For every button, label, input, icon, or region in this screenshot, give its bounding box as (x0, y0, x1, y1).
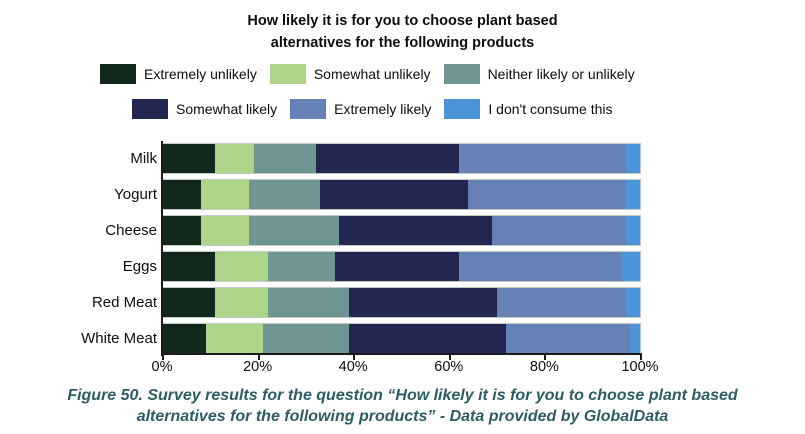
bar-row: Milk (0, 144, 805, 173)
bar-segment-somewhat-unlikely (201, 180, 249, 209)
bar-segment-neither-likely-or-unlikely (248, 180, 321, 209)
bar-track (163, 252, 640, 281)
x-tick-label: 20% (243, 359, 273, 375)
figure-caption-line1: Figure 50. Survey results for the questi… (67, 387, 738, 404)
bar-row: Eggs (0, 252, 805, 281)
bar-segment-i-don-t-consume-this (620, 252, 640, 281)
bar-segment-extremely-likely (468, 180, 626, 209)
bar-chart: Milk Yogurt Cheese Eggs Red Meat White Meat (0, 144, 805, 353)
x-tick-label: 60% (434, 359, 464, 375)
bar-segment-extremely-likely (506, 324, 631, 353)
tick-mark (162, 355, 164, 360)
legend-item-extremely-unlikely: Extremely unlikely (100, 64, 257, 84)
tick-mark (640, 355, 642, 360)
bar-segment-somewhat-likely (334, 252, 459, 281)
bar-segment-i-don-t-consume-this (625, 288, 640, 317)
bar-track (163, 180, 640, 209)
bar-segment-i-don-t-consume-this (630, 324, 640, 353)
legend-label: Neither likely or unlikely (487, 66, 635, 82)
bar-segment-somewhat-likely (320, 180, 469, 209)
bar-row: Cheese (0, 216, 805, 245)
tick-mark (353, 355, 356, 360)
bar-segment-somewhat-unlikely (215, 144, 254, 173)
bar-segment-neither-likely-or-unlikely (263, 324, 350, 353)
category-label: Red Meat (91, 294, 157, 311)
chart-title-line2: alternatives for the following products (270, 35, 535, 52)
bar-segment-somewhat-likely (349, 288, 497, 317)
bar-segment-neither-likely-or-unlikely (253, 144, 316, 173)
legend-item-neither-likely-or-unlikely: Neither likely or unlikely (443, 64, 635, 84)
category-label: Cheese (105, 222, 157, 239)
category-label: Eggs (122, 258, 157, 275)
bar-row: Red Meat (0, 288, 805, 317)
bar-row: Yogurt (0, 180, 805, 209)
legend-item-somewhat-likely: Somewhat likely (132, 99, 277, 119)
y-axis-line (161, 141, 163, 356)
legend-swatch-i-dont-consume-this (444, 99, 481, 119)
bar-segment-i-don-t-consume-this (625, 180, 640, 209)
bar-segment-somewhat-likely (339, 216, 493, 245)
bar-segment-neither-likely-or-unlikely (267, 288, 350, 317)
legend-item-somewhat-unlikely: Somewhat unlikely (269, 64, 431, 84)
legend-swatch-somewhat-likely (132, 99, 168, 119)
legend-label: Somewhat unlikely (313, 66, 431, 82)
legend-swatch-neither-likely-or-unlikely (443, 64, 480, 84)
legend-row-2: Somewhat likely Extremely likely I don't… (0, 97, 612, 121)
category-label: White Meat (81, 330, 157, 347)
bar-segment-extremely-likely (458, 252, 621, 281)
legend-label: Somewhat likely (176, 101, 278, 117)
x-tick-label: 100% (621, 359, 659, 375)
legend-swatch-extremely-likely (290, 99, 327, 119)
bar-segment-extremely-unlikely (163, 252, 216, 281)
bar-segment-extremely-likely (458, 144, 626, 173)
bar-segment-extremely-unlikely (163, 288, 216, 317)
bar-segment-somewhat-unlikely (215, 252, 268, 281)
legend-item-i-dont-consume-this: I don't consume this (444, 99, 612, 119)
figure-caption-line2: alternatives for the following products”… (136, 408, 669, 426)
legend-swatch-extremely-unlikely (100, 64, 136, 84)
category-label: Yogurt (114, 186, 157, 203)
category-label: Milk (130, 150, 157, 167)
bar-segment-somewhat-unlikely (201, 216, 249, 245)
x-tick-label: 80% (529, 359, 559, 375)
x-axis-ticks (162, 355, 642, 360)
x-axis-labels: 0% 20% 40% 60% 80% 100% (152, 359, 659, 377)
x-tick-label: 40% (338, 359, 368, 375)
bar-segment-extremely-likely (492, 216, 626, 245)
bar-segment-extremely-unlikely (163, 144, 216, 173)
x-axis-line (161, 353, 642, 355)
tick-mark (448, 355, 451, 360)
bar-segment-somewhat-likely (315, 144, 459, 173)
bar-segment-i-don-t-consume-this (625, 144, 640, 173)
legend-label: Extremely unlikely (144, 66, 257, 82)
chart-title: How likely it is for you to choose plant… (0, 10, 805, 55)
figure-caption: Figure 50. Survey results for the questi… (0, 385, 805, 427)
bar-segment-somewhat-unlikely (215, 288, 268, 317)
tick-mark (257, 355, 260, 360)
bar-segment-neither-likely-or-unlikely (248, 216, 340, 245)
bar-segment-extremely-likely (496, 288, 626, 317)
bar-track (163, 144, 640, 173)
bar-segment-somewhat-unlikely (205, 324, 264, 353)
bar-track (163, 324, 640, 353)
bar-segment-extremely-unlikely (163, 324, 206, 353)
bar-row: White Meat (0, 324, 805, 353)
tick-mark (544, 355, 547, 360)
legend-swatch-somewhat-unlikely (269, 64, 306, 84)
legend-row-1: Extremely unlikely Somewhat unlikely Nei… (0, 62, 635, 86)
legend-item-extremely-likely: Extremely likely (290, 99, 431, 119)
bar-segment-extremely-unlikely (163, 180, 202, 209)
bar-segment-somewhat-likely (349, 324, 507, 353)
x-tick-label: 0% (151, 359, 173, 375)
legend-label: I don't consume this (488, 101, 613, 117)
legend-label: Extremely likely (334, 101, 432, 117)
chart-title-line1: How likely it is for you to choose plant… (247, 13, 558, 29)
bar-track (163, 288, 640, 317)
bar-segment-extremely-unlikely (163, 216, 202, 245)
bar-segment-neither-likely-or-unlikely (267, 252, 335, 281)
bar-segment-i-don-t-consume-this (625, 216, 640, 245)
bar-track (163, 216, 640, 245)
